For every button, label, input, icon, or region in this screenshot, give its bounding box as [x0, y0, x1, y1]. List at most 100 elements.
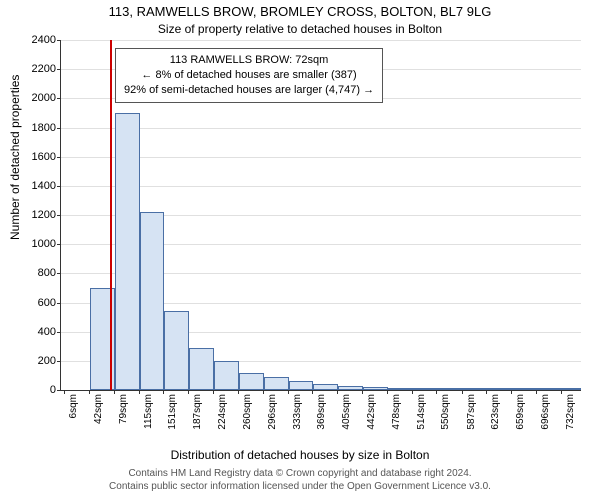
histogram-bar [463, 388, 488, 390]
xtick-mark [263, 390, 264, 394]
xtick-label: 478sqm [391, 394, 402, 434]
ytick-label: 0 [16, 384, 56, 396]
xtick-mark [436, 390, 437, 394]
xtick-label: 42sqm [93, 394, 104, 434]
ytick-label: 1600 [16, 151, 56, 163]
ytick-mark [57, 361, 61, 362]
ytick-mark [57, 98, 61, 99]
xtick-mark [362, 390, 363, 394]
xtick-mark [139, 390, 140, 394]
infobox-line2: ← 8% of detached houses are smaller (387… [124, 68, 374, 83]
histogram-bar [413, 388, 438, 390]
chart-subtitle: Size of property relative to detached ho… [0, 22, 600, 36]
xtick-label: 732sqm [565, 394, 576, 434]
ytick-label: 400 [16, 326, 56, 338]
xtick-label: 442sqm [366, 394, 377, 434]
histogram-bar [289, 381, 314, 390]
xtick-label: 79sqm [118, 394, 129, 434]
histogram-bar [487, 388, 512, 390]
xtick-mark [337, 390, 338, 394]
xtick-mark [114, 390, 115, 394]
ytick-label: 2200 [16, 63, 56, 75]
ytick-label: 1800 [16, 122, 56, 134]
histogram-bar [239, 373, 264, 391]
xtick-mark [64, 390, 65, 394]
xtick-label: 260sqm [242, 394, 253, 434]
attribution: Contains HM Land Registry data © Crown c… [0, 467, 600, 493]
xtick-label: 659sqm [515, 394, 526, 434]
xtick-mark [312, 390, 313, 394]
histogram-bar [338, 386, 363, 390]
attribution-line2: Contains public sector information licen… [0, 480, 600, 493]
xtick-label: 6sqm [68, 394, 79, 434]
xtick-label: 187sqm [192, 394, 203, 434]
histogram-bar [164, 311, 189, 390]
ytick-label: 800 [16, 267, 56, 279]
xtick-mark [288, 390, 289, 394]
ytick-mark [57, 332, 61, 333]
xtick-label: 696sqm [540, 394, 551, 434]
xtick-mark [213, 390, 214, 394]
histogram-bar [388, 388, 413, 390]
histogram-bar [363, 387, 388, 390]
xtick-label: 151sqm [167, 394, 178, 434]
x-axis-label: Distribution of detached houses by size … [0, 448, 600, 462]
info-box: 113 RAMWELLS BROW: 72sqm ← 8% of detache… [115, 48, 383, 103]
histogram-bar [264, 377, 289, 390]
xtick-mark [511, 390, 512, 394]
ytick-mark [57, 157, 61, 158]
xtick-mark [387, 390, 388, 394]
ytick-label: 200 [16, 355, 56, 367]
xtick-mark [561, 390, 562, 394]
histogram-bar [437, 388, 462, 390]
ytick-label: 1400 [16, 180, 56, 192]
xtick-label: 296sqm [267, 394, 278, 434]
ytick-mark [57, 69, 61, 70]
xtick-mark [486, 390, 487, 394]
xtick-label: 550sqm [440, 394, 451, 434]
ytick-mark [57, 244, 61, 245]
chart-title: 113, RAMWELLS BROW, BROMLEY CROSS, BOLTO… [0, 4, 600, 19]
histogram-bar [313, 384, 338, 390]
ytick-mark [57, 215, 61, 216]
xtick-label: 514sqm [416, 394, 427, 434]
xtick-mark [412, 390, 413, 394]
infobox-line3: 92% of semi-detached houses are larger (… [124, 83, 374, 98]
xtick-label: 224sqm [217, 394, 228, 434]
xtick-mark [89, 390, 90, 394]
ytick-mark [57, 390, 61, 391]
ytick-label: 2400 [16, 34, 56, 46]
gridline [61, 40, 581, 41]
xtick-label: 115sqm [143, 394, 154, 434]
ytick-mark [57, 128, 61, 129]
ytick-mark [57, 273, 61, 274]
ytick-mark [57, 40, 61, 41]
ytick-label: 600 [16, 297, 56, 309]
xtick-mark [536, 390, 537, 394]
ytick-mark [57, 186, 61, 187]
xtick-label: 587sqm [466, 394, 477, 434]
xtick-mark [462, 390, 463, 394]
xtick-mark [163, 390, 164, 394]
histogram-bar [512, 388, 537, 390]
histogram-bar [115, 113, 140, 390]
ytick-label: 2000 [16, 92, 56, 104]
histogram-bar [140, 212, 165, 390]
ytick-mark [57, 303, 61, 304]
xtick-label: 405sqm [341, 394, 352, 434]
histogram-bar [189, 348, 214, 390]
ytick-label: 1000 [16, 238, 56, 250]
xtick-label: 369sqm [316, 394, 327, 434]
xtick-mark [238, 390, 239, 394]
chart-container: 113, RAMWELLS BROW, BROMLEY CROSS, BOLTO… [0, 0, 600, 500]
histogram-bar [214, 361, 239, 390]
infobox-line1: 113 RAMWELLS BROW: 72sqm [124, 53, 374, 68]
histogram-bar [562, 388, 581, 390]
histogram-bar [537, 388, 562, 390]
xtick-label: 623sqm [490, 394, 501, 434]
xtick-label: 333sqm [292, 394, 303, 434]
ytick-label: 1200 [16, 209, 56, 221]
marker-line [110, 40, 112, 390]
xtick-mark [188, 390, 189, 394]
attribution-line1: Contains HM Land Registry data © Crown c… [0, 467, 600, 480]
